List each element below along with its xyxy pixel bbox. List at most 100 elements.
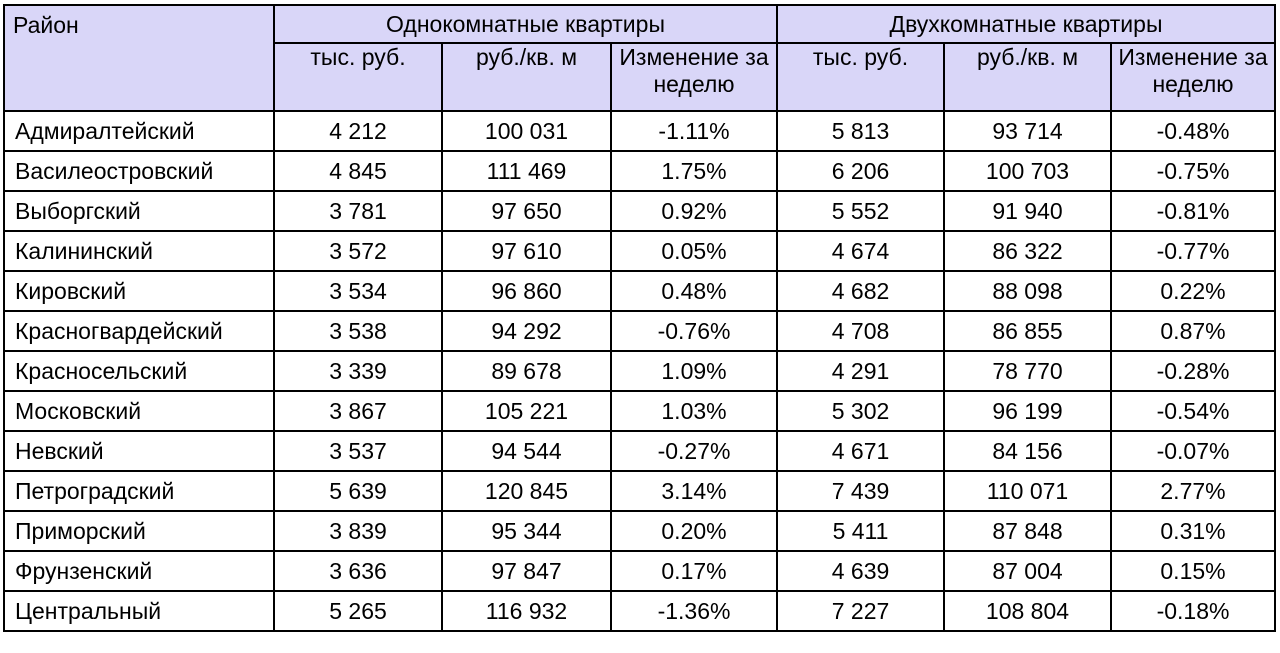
two-room-weekly-change-cell: -0.07% [1110,430,1276,472]
two-room-price-per-sqm-header: руб./кв. м [943,42,1112,112]
district-cell: Красногвардейский [3,310,275,352]
two-room-weekly-change-cell: 0.22% [1110,270,1276,312]
district-cell: Калининский [3,230,275,272]
one-room-weekly-change-cell: 0.20% [610,510,778,552]
table-row: Фрунзенский 3 636 97 847 0.17% 4 639 87 004 0.… [3,550,1276,592]
one-room-weekly-change-cell: -1.36% [610,590,778,632]
one-room-price-cell: 5 639 [273,470,443,512]
district-column-header: Район [3,4,275,112]
one-room-price-cell: 3 781 [273,190,443,232]
table-row: Выборгский 3 781 97 650 0.92% 5 552 91 940 -0.… [3,190,1276,232]
two-room-weekly-change-cell: -0.18% [1110,590,1276,632]
one-room-price-cell: 3 538 [273,310,443,352]
table-body: Адмиралтейский 4 212 100 031 -1.11% 5 813 93 … [3,110,1276,632]
two-room-price-header: тыс. руб. [776,42,945,112]
two-room-price-per-sqm-cell: 87 004 [943,550,1112,592]
one-room-price-cell: 3 636 [273,550,443,592]
one-room-price-per-sqm-cell: 120 845 [441,470,612,512]
two-room-price-per-sqm-cell: 87 848 [943,510,1112,552]
two-room-price-per-sqm-cell: 88 098 [943,270,1112,312]
one-room-weekly-change-cell: -0.27% [610,430,778,472]
two-room-price-cell: 5 302 [776,390,945,432]
district-cell: Кировский [3,270,275,312]
two-room-price-cell: 7 227 [776,590,945,632]
two-room-weekly-change-cell: 0.31% [1110,510,1276,552]
one-room-price-per-sqm-cell: 111 469 [441,150,612,192]
district-cell: Адмиралтейский [3,110,275,152]
one-room-price-cell: 4 845 [273,150,443,192]
one-room-price-cell: 5 265 [273,590,443,632]
one-room-weekly-change-header: Изменение за неделю [610,42,778,112]
two-room-price-per-sqm-cell: 84 156 [943,430,1112,472]
district-cell: Фрунзенский [3,550,275,592]
two-room-price-per-sqm-cell: 100 703 [943,150,1112,192]
two-room-price-cell: 4 291 [776,350,945,392]
one-room-price-per-sqm-cell: 95 344 [441,510,612,552]
header-group-row: Район Однокомнатные квартиры Двухкомнатн… [3,4,1276,112]
one-room-price-per-sqm-cell: 100 031 [441,110,612,152]
two-room-weekly-change-cell: -0.54% [1110,390,1276,432]
one-room-group-header: Однокомнатные квартиры [273,4,778,44]
district-cell: Выборгский [3,190,275,232]
two-room-weekly-change-cell: -0.75% [1110,150,1276,192]
one-room-price-cell: 3 867 [273,390,443,432]
one-room-price-per-sqm-cell: 89 678 [441,350,612,392]
table-row: Кировский 3 534 96 860 0.48% 4 682 88 098 0.22… [3,270,1276,312]
one-room-weekly-change-cell: 0.05% [610,230,778,272]
two-room-weekly-change-cell: -0.48% [1110,110,1276,152]
one-room-price-cell: 3 839 [273,510,443,552]
table-row: Невский 3 537 94 544 -0.27% 4 671 84 156 -0.07… [3,430,1276,472]
one-room-price-header: тыс. руб. [273,42,443,112]
two-room-price-cell: 4 671 [776,430,945,472]
one-room-weekly-change-cell: -0.76% [610,310,778,352]
district-cell: Приморский [3,510,275,552]
two-room-price-per-sqm-cell: 93 714 [943,110,1112,152]
two-room-price-cell: 5 411 [776,510,945,552]
two-room-price-per-sqm-cell: 86 322 [943,230,1112,272]
two-room-weekly-change-header: Изменение за неделю [1110,42,1276,112]
one-room-weekly-change-cell: -1.11% [610,110,778,152]
two-room-weekly-change-cell: 0.15% [1110,550,1276,592]
two-room-group-header: Двухкомнатные квартиры [776,4,1276,44]
two-room-weekly-change-cell: 2.77% [1110,470,1276,512]
table-row: Московский 3 867 105 221 1.03% 5 302 96 199 -0… [3,390,1276,432]
one-room-weekly-change-cell: 3.14% [610,470,778,512]
two-room-price-cell: 6 206 [776,150,945,192]
one-room-price-cell: 4 212 [273,110,443,152]
two-room-price-cell: 5 813 [776,110,945,152]
one-room-weekly-change-cell: 0.17% [610,550,778,592]
one-room-weekly-change-cell: 1.75% [610,150,778,192]
one-room-weekly-change-cell: 0.48% [610,270,778,312]
table-row: Адмиралтейский 4 212 100 031 -1.11% 5 813 93 … [3,110,1276,152]
one-room-weekly-change-cell: 1.09% [610,350,778,392]
two-room-price-per-sqm-cell: 108 804 [943,590,1112,632]
one-room-price-per-sqm-cell: 97 650 [441,190,612,232]
one-room-price-per-sqm-cell: 94 544 [441,430,612,472]
one-room-weekly-change-cell: 0.92% [610,190,778,232]
two-room-price-cell: 4 674 [776,230,945,272]
district-cell: Московский [3,390,275,432]
one-room-price-per-sqm-cell: 97 610 [441,230,612,272]
table-row: Центральный 5 265 116 932 -1.36% 7 227 108 80… [3,590,1276,632]
two-room-price-per-sqm-cell: 78 770 [943,350,1112,392]
header-subcolumn-row: тыс. руб. руб./кв. м Изменение за неделю… [4,42,1276,112]
one-room-price-per-sqm-cell: 94 292 [441,310,612,352]
two-room-weekly-change-cell: -0.77% [1110,230,1276,272]
two-room-price-per-sqm-cell: 91 940 [943,190,1112,232]
two-room-price-cell: 7 439 [776,470,945,512]
district-cell: Центральный [3,590,275,632]
one-room-price-per-sqm-header: руб./кв. м [441,42,612,112]
one-room-price-per-sqm-cell: 96 860 [441,270,612,312]
two-room-weekly-change-cell: 0.87% [1110,310,1276,352]
one-room-price-per-sqm-cell: 105 221 [441,390,612,432]
table-row: Петроградский 5 639 120 845 3.14% 7 439 110 0… [3,470,1276,512]
one-room-price-cell: 3 534 [273,270,443,312]
two-room-price-cell: 5 552 [776,190,945,232]
two-room-price-cell: 4 682 [776,270,945,312]
two-room-price-per-sqm-cell: 86 855 [943,310,1112,352]
one-room-price-cell: 3 537 [273,430,443,472]
two-room-weekly-change-cell: -0.28% [1110,350,1276,392]
two-room-price-cell: 4 708 [776,310,945,352]
table-row: Красногвардейский 3 538 94 292 -0.76% 4 708 8… [3,310,1276,352]
two-room-weekly-change-cell: -0.81% [1110,190,1276,232]
